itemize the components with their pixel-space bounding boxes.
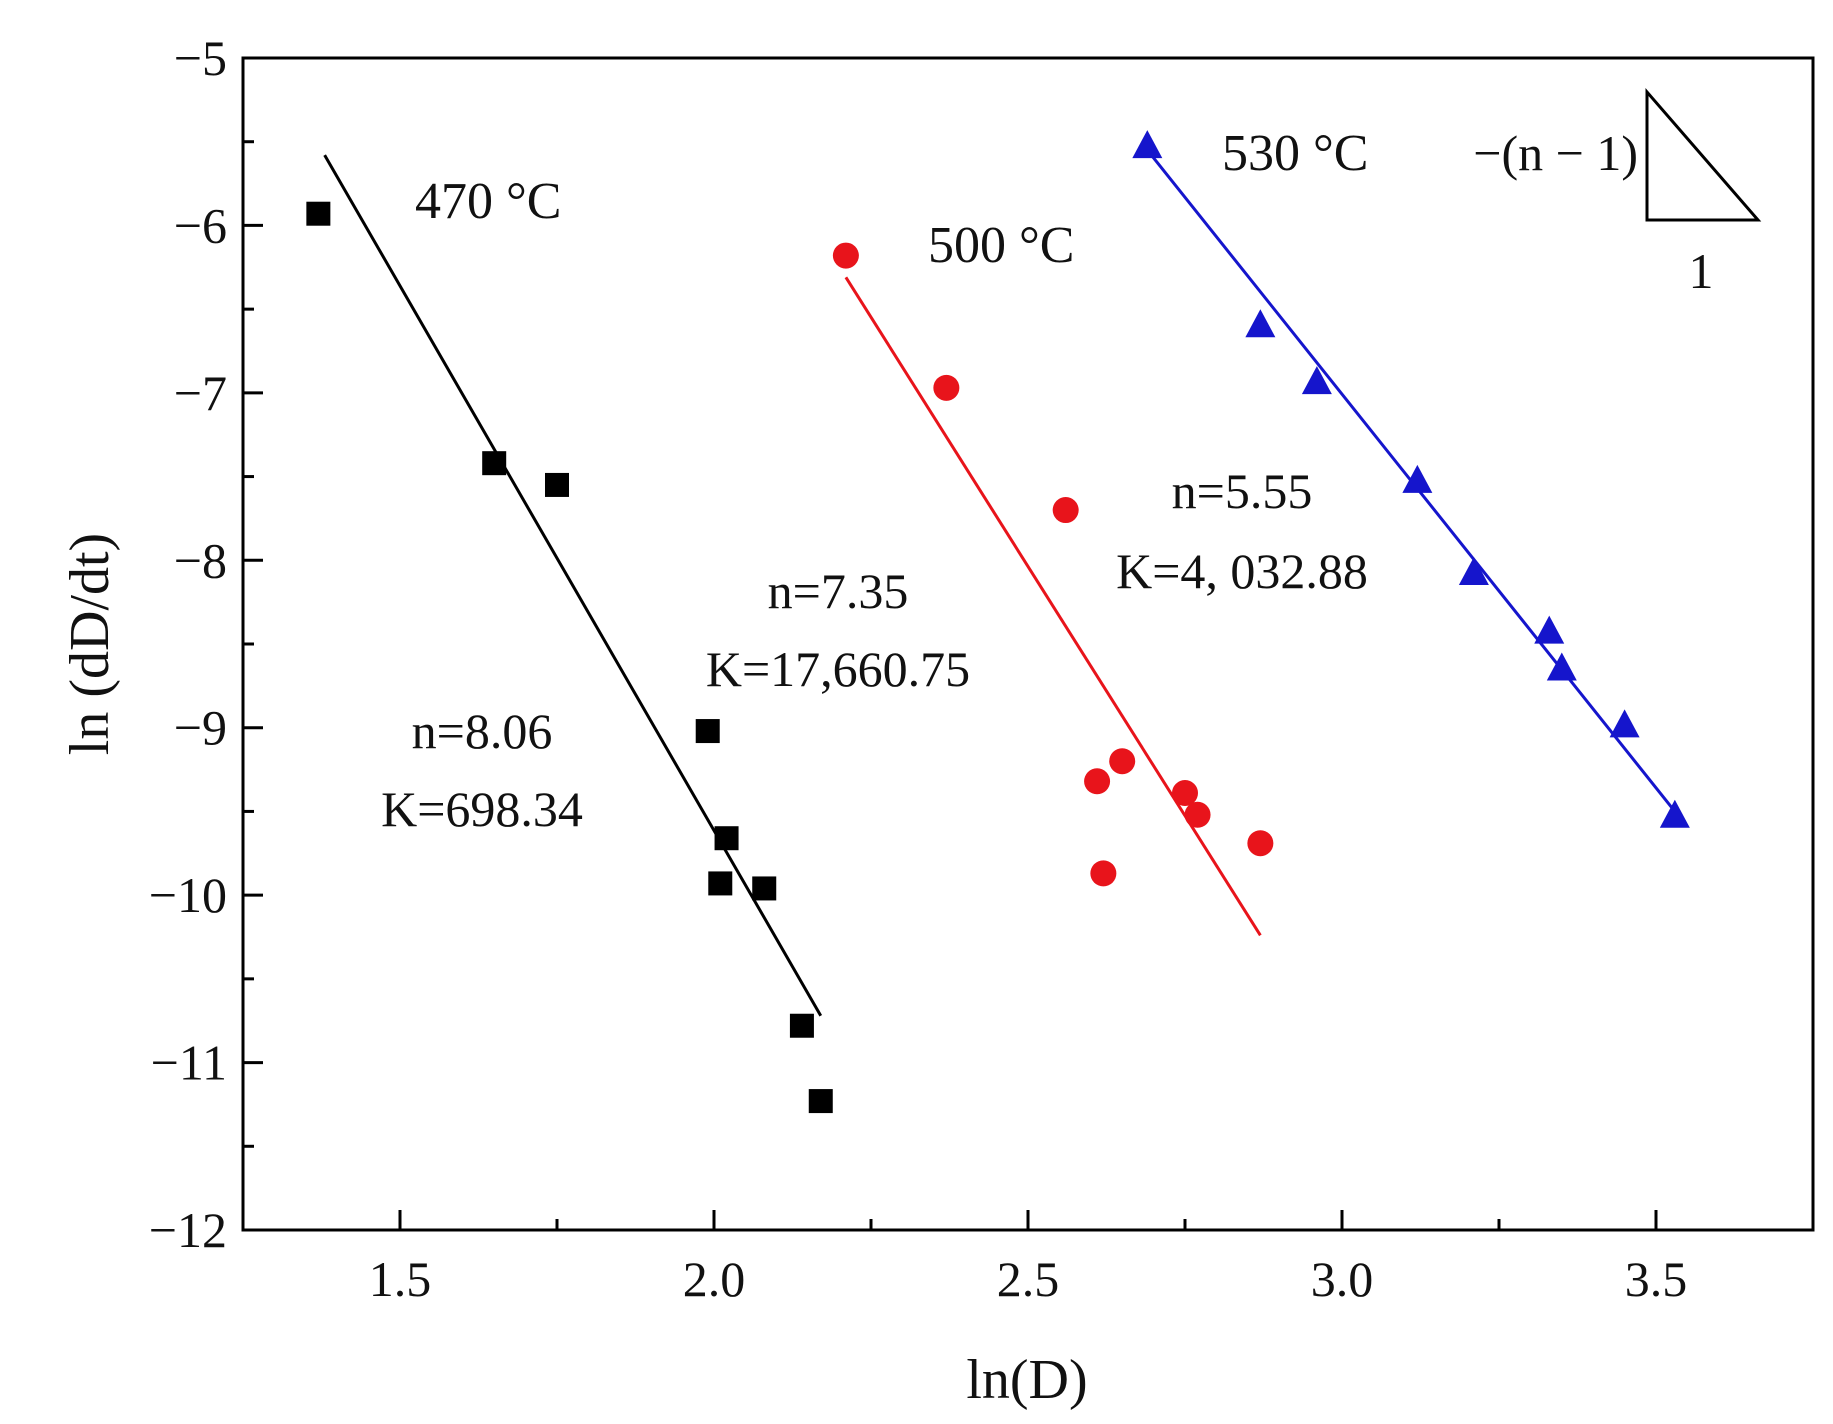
y-tick-label: −9 xyxy=(174,700,227,756)
data-point xyxy=(1184,801,1211,828)
x-tick-label: 3.0 xyxy=(1311,1251,1374,1307)
marks-layer xyxy=(306,130,1690,1114)
data-point xyxy=(1090,860,1117,887)
x-tick-label: 3.5 xyxy=(1625,1251,1688,1307)
y-tick-label: −12 xyxy=(149,1202,227,1258)
y-tick-label: −10 xyxy=(149,867,227,923)
y-tick-label: −7 xyxy=(174,365,227,421)
series-label-500: 500 °C xyxy=(928,217,1074,274)
series-label-530: 530 °C xyxy=(1222,125,1368,182)
data-point xyxy=(1172,780,1198,807)
fit-n-470: n=8.06 xyxy=(412,703,553,759)
data-point xyxy=(306,201,331,226)
data-point xyxy=(789,1013,814,1038)
data-point xyxy=(1534,615,1565,644)
slope-run-label: 1 xyxy=(1689,243,1714,299)
x-axis-title: ln(D) xyxy=(966,1349,1087,1411)
fit-k-470: K=698.34 xyxy=(381,781,583,837)
y-tick-label: −5 xyxy=(174,30,227,86)
data-point xyxy=(808,1089,833,1114)
slope-legend: −(n − 1) 1 xyxy=(1473,87,1762,299)
data-point xyxy=(1109,748,1136,775)
y-tick-label: −8 xyxy=(174,532,227,588)
data-point xyxy=(1132,130,1163,159)
data-point xyxy=(1247,830,1274,857)
x-tick-label: 2.0 xyxy=(683,1251,746,1307)
fit-n-530: n=5.55 xyxy=(1172,463,1313,519)
data-point xyxy=(708,871,733,896)
data-point xyxy=(1402,464,1433,493)
data-point xyxy=(1052,497,1079,524)
data-point xyxy=(1458,557,1489,586)
fit-k-530: K=4, 032.88 xyxy=(1116,543,1368,599)
y-tick-label: −11 xyxy=(151,1035,227,1091)
series-1 xyxy=(306,154,833,1114)
data-point xyxy=(752,876,777,901)
data-point xyxy=(545,472,569,497)
series-2 xyxy=(832,242,1274,937)
x-tick-label: 2.5 xyxy=(997,1251,1060,1307)
data-point xyxy=(714,826,739,851)
data-point xyxy=(1659,799,1690,828)
data-point xyxy=(695,719,720,744)
data-point xyxy=(1245,309,1276,338)
y-tick-label: −6 xyxy=(174,197,227,253)
y-axis-title: ln (dD/dt) xyxy=(59,533,121,755)
data-point xyxy=(482,451,507,476)
data-point xyxy=(933,374,960,401)
fit-n-500: n=7.35 xyxy=(768,563,909,619)
data-point xyxy=(832,242,859,269)
data-point xyxy=(1301,366,1332,395)
series-3 xyxy=(1132,130,1690,828)
data-point xyxy=(1084,768,1111,795)
axes-layer: 1.5 2.0 2.5 3.0 3.5 −5 −6 −7 −8 −9 −10 −11 −12 xyxy=(149,30,1815,1307)
data-point xyxy=(1546,652,1577,681)
data-point xyxy=(1609,709,1640,738)
series-label-470: 470 °C xyxy=(415,173,561,230)
x-tick-label: 1.5 xyxy=(369,1251,432,1307)
fit-line xyxy=(323,154,823,1017)
slope-triangle xyxy=(1645,87,1762,222)
slope-rise-label: −(n − 1) xyxy=(1473,125,1638,181)
fit-k-500: K=17,660.75 xyxy=(706,641,970,697)
